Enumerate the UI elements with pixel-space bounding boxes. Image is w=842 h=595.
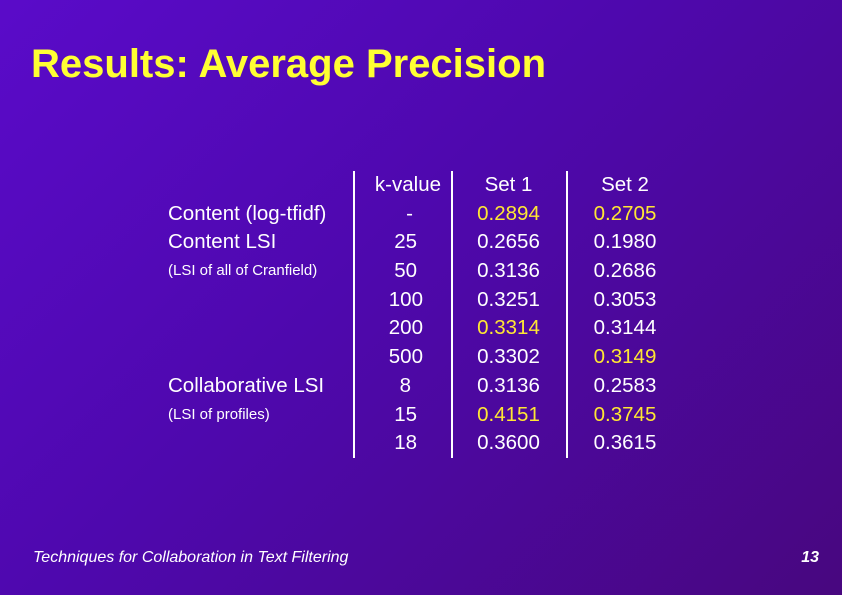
set1-cell: 0.2894 [477, 201, 540, 225]
row-label [168, 314, 353, 343]
row-label [168, 343, 353, 372]
set1-cell: 0.3600 [477, 431, 540, 455]
set2-cell: 0.2705 [593, 201, 657, 225]
k-value-cell: 200 [388, 316, 423, 340]
k-value-cell: 18 [394, 431, 417, 455]
k-value-cell: 50 [394, 259, 417, 283]
k-value-cell: - [406, 201, 413, 225]
row-label: Content LSI [168, 230, 277, 254]
set2-cell: 0.1980 [593, 230, 657, 254]
row-label [168, 286, 353, 315]
k-value-cell: 8 [399, 373, 411, 397]
row-label: (LSI of profiles) [168, 405, 270, 423]
row-label [168, 429, 353, 458]
set1-column: Set 1 0.2894 0.2656 0.3136 0.3251 0.3314 0.33… [451, 171, 564, 458]
k-value-cell: 100 [388, 287, 423, 311]
set2-cell: 0.3144 [593, 316, 657, 340]
set2-column: Set 2 0.2705 0.1980 0.2686 0.3053 0.3144 0.31… [566, 171, 682, 458]
set2-cell: 0.3149 [593, 345, 657, 369]
set2-cell: 0.2583 [593, 373, 657, 397]
k-value-header: k-value [374, 173, 441, 196]
set1-cell: 0.3136 [477, 373, 540, 397]
set1-header: Set 1 [484, 173, 533, 196]
row-label: Collaborative LSI [168, 373, 325, 397]
k-value-column: k-value - 25 50 100 200 500 8 15 18 [353, 171, 441, 458]
set2-cell: 0.2686 [593, 259, 657, 283]
set2-cell: 0.3053 [593, 287, 657, 311]
k-value-cell: 15 [394, 402, 417, 426]
slide-title: Results: Average Precision [31, 42, 547, 86]
row-label [168, 171, 353, 200]
set1-cell: 0.4151 [477, 402, 540, 426]
set1-cell: 0.3302 [477, 345, 540, 369]
set1-cell: 0.3314 [477, 316, 540, 340]
footer-text: Techniques for Collaboration in Text Fil… [33, 549, 349, 566]
row-labels-column: Content (log-tfidf) Content LSI (LSI of al… [168, 171, 353, 458]
k-value-cell: 500 [388, 345, 423, 369]
set1-cell: 0.2656 [477, 230, 540, 254]
set2-cell: 0.3745 [593, 402, 657, 426]
set1-cell: 0.3136 [477, 259, 540, 283]
set2-cell: 0.3615 [593, 431, 657, 455]
page-number: 13 [801, 549, 819, 566]
row-label: Content (log-tfidf) [168, 201, 327, 225]
set1-cell: 0.3251 [477, 287, 540, 311]
row-label: (LSI of all of Cranfield) [168, 262, 318, 280]
set2-header: Set 2 [601, 173, 649, 196]
k-value-cell: 25 [394, 230, 417, 254]
